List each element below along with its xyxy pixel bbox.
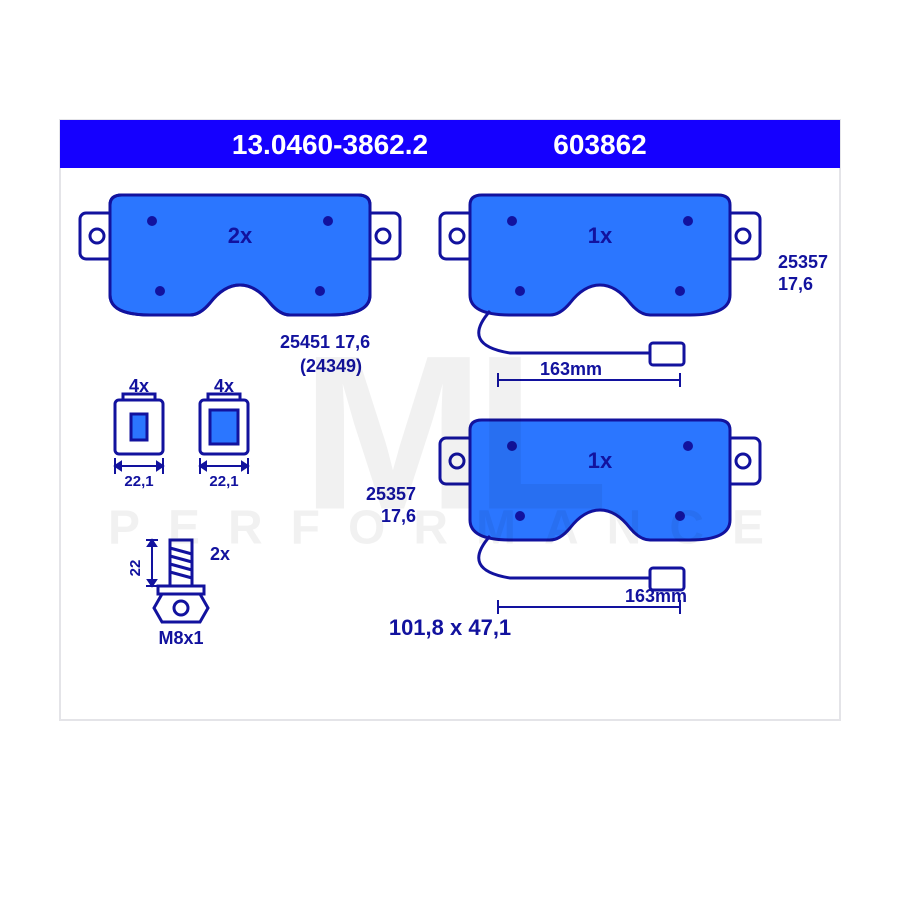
pad-rb-wire: 163mm <box>625 586 687 606</box>
pad-left-code: 25451 <box>280 332 330 352</box>
pad-left-qty: 2x <box>228 223 253 248</box>
svg-text:22,1: 22,1 <box>124 473 153 490</box>
pad-left-labels: 25451 17,6 (24349) <box>280 332 370 376</box>
overall-dim: 101,8 x 47,1 <box>389 615 511 640</box>
pad-rt-qty: 1x <box>588 223 613 248</box>
bolt: 2x 22 M8x1 <box>127 540 230 648</box>
pad-rt-thk: 17,6 <box>778 274 813 294</box>
diagram-stage: 13.0460-3862.2 603862 2x 25 <box>0 0 900 900</box>
pad-rt-code: 25357 <box>778 252 828 272</box>
pad-rb-qty: 1x <box>588 448 613 473</box>
pad-rb-code: 25357 <box>366 484 416 504</box>
brake-pad-right-top: 1x <box>440 195 760 365</box>
header-bar: 13.0460-3862.2 603862 <box>60 120 840 168</box>
pad-rb-thk: 17,6 <box>381 506 416 526</box>
brake-pad-right-bottom: 1x <box>440 420 760 590</box>
header-part-number: 13.0460-3862.2 <box>232 129 428 160</box>
svg-text:22,1: 22,1 <box>209 473 238 490</box>
header-short-code: 603862 <box>553 129 646 160</box>
clip-right: 4x 22,1 <box>200 376 248 490</box>
svg-text:M8x1: M8x1 <box>158 628 203 648</box>
diagram-svg: 13.0460-3862.2 603862 2x 25 <box>0 0 900 900</box>
pad-rt-wire: 163mm <box>540 359 602 379</box>
svg-text:22: 22 <box>127 560 144 577</box>
svg-text:25451 17,6: 25451 17,6 <box>280 332 370 352</box>
svg-text:2x: 2x <box>210 544 230 564</box>
pad-left-thk: 17,6 <box>335 332 370 352</box>
pad-left-alt: (24349) <box>300 356 362 376</box>
brake-pad-left: 2x <box>80 195 400 315</box>
clip-left: 4x 22,1 <box>115 376 163 490</box>
